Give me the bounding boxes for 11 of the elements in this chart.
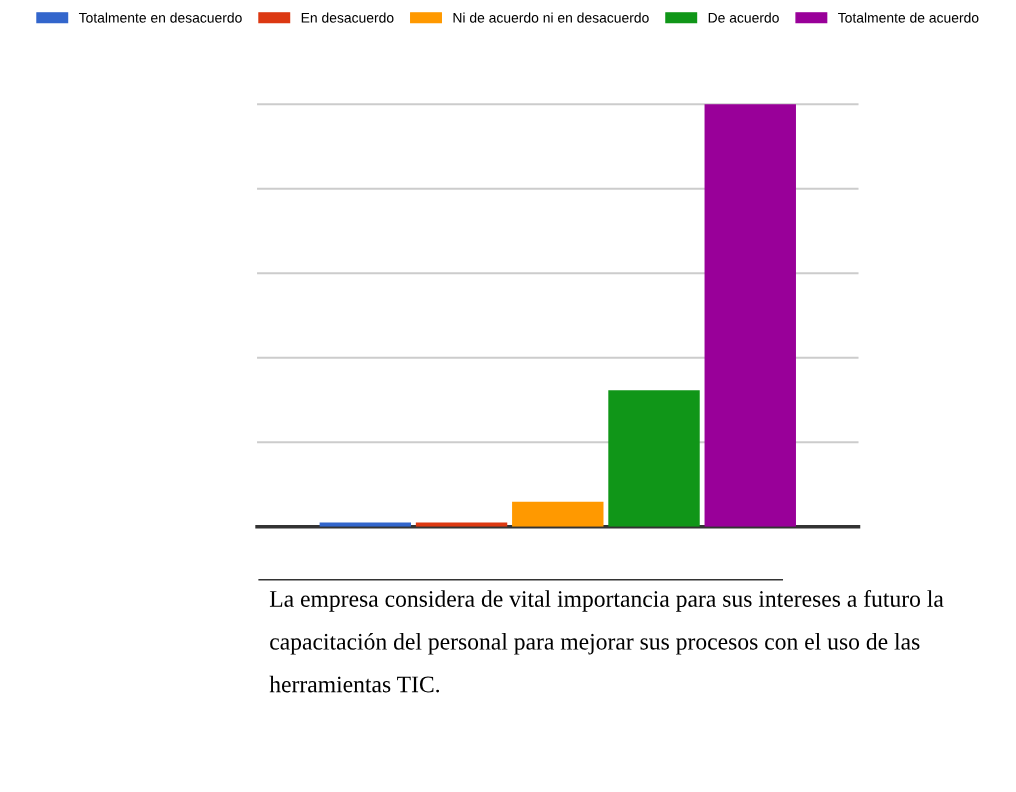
legend-label: Ni de acuerdo ni en desacuerdo bbox=[453, 12, 649, 23]
bar bbox=[608, 390, 700, 527]
bar bbox=[319, 522, 412, 527]
legend-label: De acuerdo bbox=[708, 12, 779, 23]
legend-label: Totalmente de acuerdo bbox=[838, 12, 979, 23]
bar bbox=[415, 522, 508, 527]
legend-label: En desacuerdo bbox=[301, 12, 394, 23]
text: La empresa considera de vital importancia para sus intereses a futuro la capacitación del personal para mejorar sus procesos con el uso de las herramientas TIC. bbox=[269, 590, 944, 693]
legend-label: Totalmente en desacuerdo bbox=[78, 12, 242, 23]
bar bbox=[512, 501, 604, 527]
bar bbox=[704, 104, 796, 527]
